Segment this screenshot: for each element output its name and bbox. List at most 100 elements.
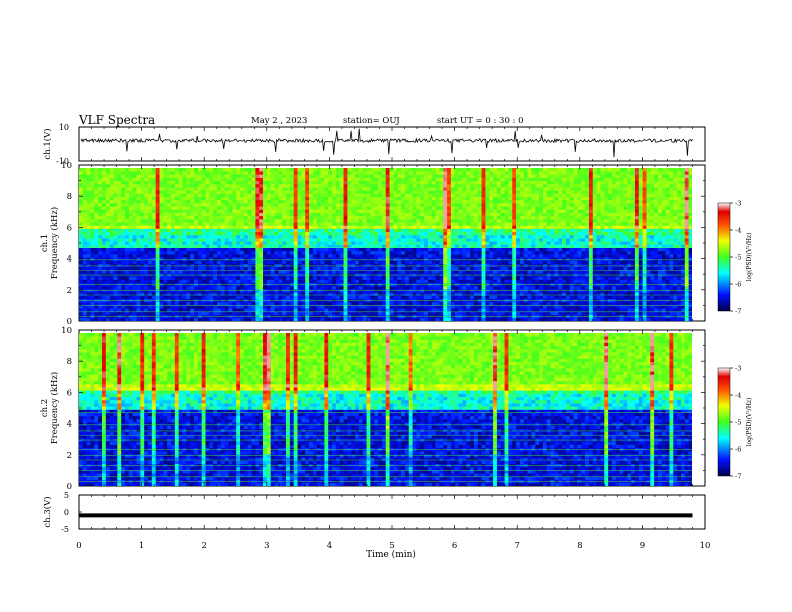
spectrogram-cell — [117, 222, 122, 226]
spectrogram-cell — [105, 305, 110, 309]
spectrogram-cell — [462, 171, 467, 175]
spectrogram-cell — [263, 203, 268, 207]
spectrogram-cell — [347, 260, 352, 264]
spectrogram-cell — [251, 225, 256, 229]
spectrogram-cell — [159, 279, 164, 284]
spectrogram-cell — [339, 215, 344, 220]
spectrogram-cell — [266, 295, 272, 299]
spectrogram-cell — [385, 289, 390, 293]
spectrogram-cell — [109, 289, 114, 293]
spectrogram-cell — [186, 257, 191, 261]
spectrogram-cell — [228, 219, 233, 223]
spectrogram-cell — [79, 289, 84, 293]
spectrogram-cell — [232, 305, 237, 309]
spectrogram-cell — [427, 209, 433, 213]
spectrogram-cell — [351, 168, 356, 172]
spectrogram-cell — [366, 301, 371, 306]
spectrogram-cell — [109, 311, 114, 315]
spectrogram-cell — [389, 295, 394, 299]
spectrogram-cell — [128, 199, 133, 204]
spectrogram-cell — [470, 222, 475, 226]
spectrogram-cell — [109, 295, 114, 299]
spectrogram-cell — [86, 177, 91, 182]
spectrogram-cell — [82, 199, 87, 204]
spectrogram-cell — [293, 193, 298, 197]
spectrogram-cell — [401, 285, 406, 290]
spectrogram-cell — [90, 222, 95, 226]
spectrogram-cell — [90, 168, 95, 172]
spectrogram-cell — [132, 279, 137, 284]
spectrogram-cell — [232, 295, 237, 299]
spectrogram-cell — [381, 193, 387, 197]
spectrogram-cell — [121, 311, 126, 315]
spectrogram-cell — [94, 212, 99, 217]
spectrogram-cell — [90, 215, 95, 220]
spectrogram-cell — [339, 241, 344, 245]
spectrogram-cell — [470, 279, 475, 284]
spectrogram-cell — [228, 270, 233, 274]
spectrogram-cell — [197, 234, 202, 239]
spectrogram-cell — [194, 276, 199, 280]
spectrogram-cell — [251, 317, 256, 321]
spectrogram-cell — [439, 177, 444, 182]
spectrogram-cell — [301, 254, 306, 258]
spectrogram-cell — [190, 276, 195, 280]
spectrogram-cell — [228, 196, 233, 201]
spectrogram-cell — [297, 266, 302, 271]
spectrogram-cell — [186, 279, 191, 284]
spectrogram-cell — [443, 180, 448, 185]
spectrogram-cell — [362, 308, 367, 312]
spectrogram-cell — [286, 238, 291, 242]
spectrogram-cell — [351, 174, 356, 178]
spectrogram-cell — [228, 187, 233, 191]
spectrogram-cell — [128, 247, 133, 252]
spectrogram-cell — [305, 266, 310, 271]
spectrogram-cell — [102, 244, 107, 248]
spectrogram-cell — [217, 168, 222, 172]
spectrogram-cell — [140, 180, 145, 185]
spectrogram-cell — [270, 215, 275, 220]
spectrogram-cell — [98, 311, 103, 315]
spectrogram-cell — [90, 187, 95, 191]
spectrogram-cell — [435, 212, 440, 217]
spectrogram-cell — [278, 285, 283, 290]
spectrogram-cell — [220, 209, 225, 213]
spectrogram-cell — [297, 177, 302, 182]
spectrogram-cell — [194, 199, 199, 204]
spectrogram-cell — [171, 234, 176, 239]
spectrogram-cell — [286, 234, 291, 239]
spectrogram-cell — [228, 311, 233, 315]
spectrogram-cell — [282, 276, 287, 280]
spectrogram-cell — [79, 219, 84, 223]
spectrogram-cell — [378, 190, 383, 194]
spectrogram-cell — [167, 203, 172, 207]
spectrogram-cell — [278, 212, 283, 217]
spectrogram-cell — [274, 295, 279, 299]
spectrogram-cell — [263, 276, 268, 280]
spectrogram-cell — [324, 174, 329, 178]
spectrogram-cell — [251, 190, 256, 194]
spectrogram-cell — [335, 196, 341, 201]
spectrogram-cell — [240, 247, 245, 252]
spectrogram-cell — [236, 238, 241, 242]
spectrogram-cell — [289, 199, 295, 204]
spectrogram-cell — [408, 231, 413, 236]
spectrogram-cell — [435, 180, 440, 185]
spectrogram-cell — [174, 171, 179, 175]
spectrogram-cell — [109, 199, 114, 204]
spectrogram-cell — [113, 254, 118, 258]
spectrogram-cell — [117, 225, 122, 229]
spectrogram-cell — [121, 270, 126, 274]
spectrogram-cell — [167, 241, 172, 245]
spectrogram-cell — [178, 231, 183, 236]
spectrogram-cell — [450, 301, 456, 306]
spectrogram-cell — [397, 295, 402, 299]
spectrogram-cell — [205, 228, 210, 233]
spectrogram-cell — [312, 285, 318, 290]
spectrogram-cell — [366, 190, 371, 194]
spectrogram-cell — [374, 305, 379, 309]
spectrogram-cell — [102, 177, 107, 182]
spectrogram-cell — [320, 289, 325, 293]
spectrogram-cell — [167, 168, 172, 172]
spectrogram-cell — [397, 212, 402, 217]
